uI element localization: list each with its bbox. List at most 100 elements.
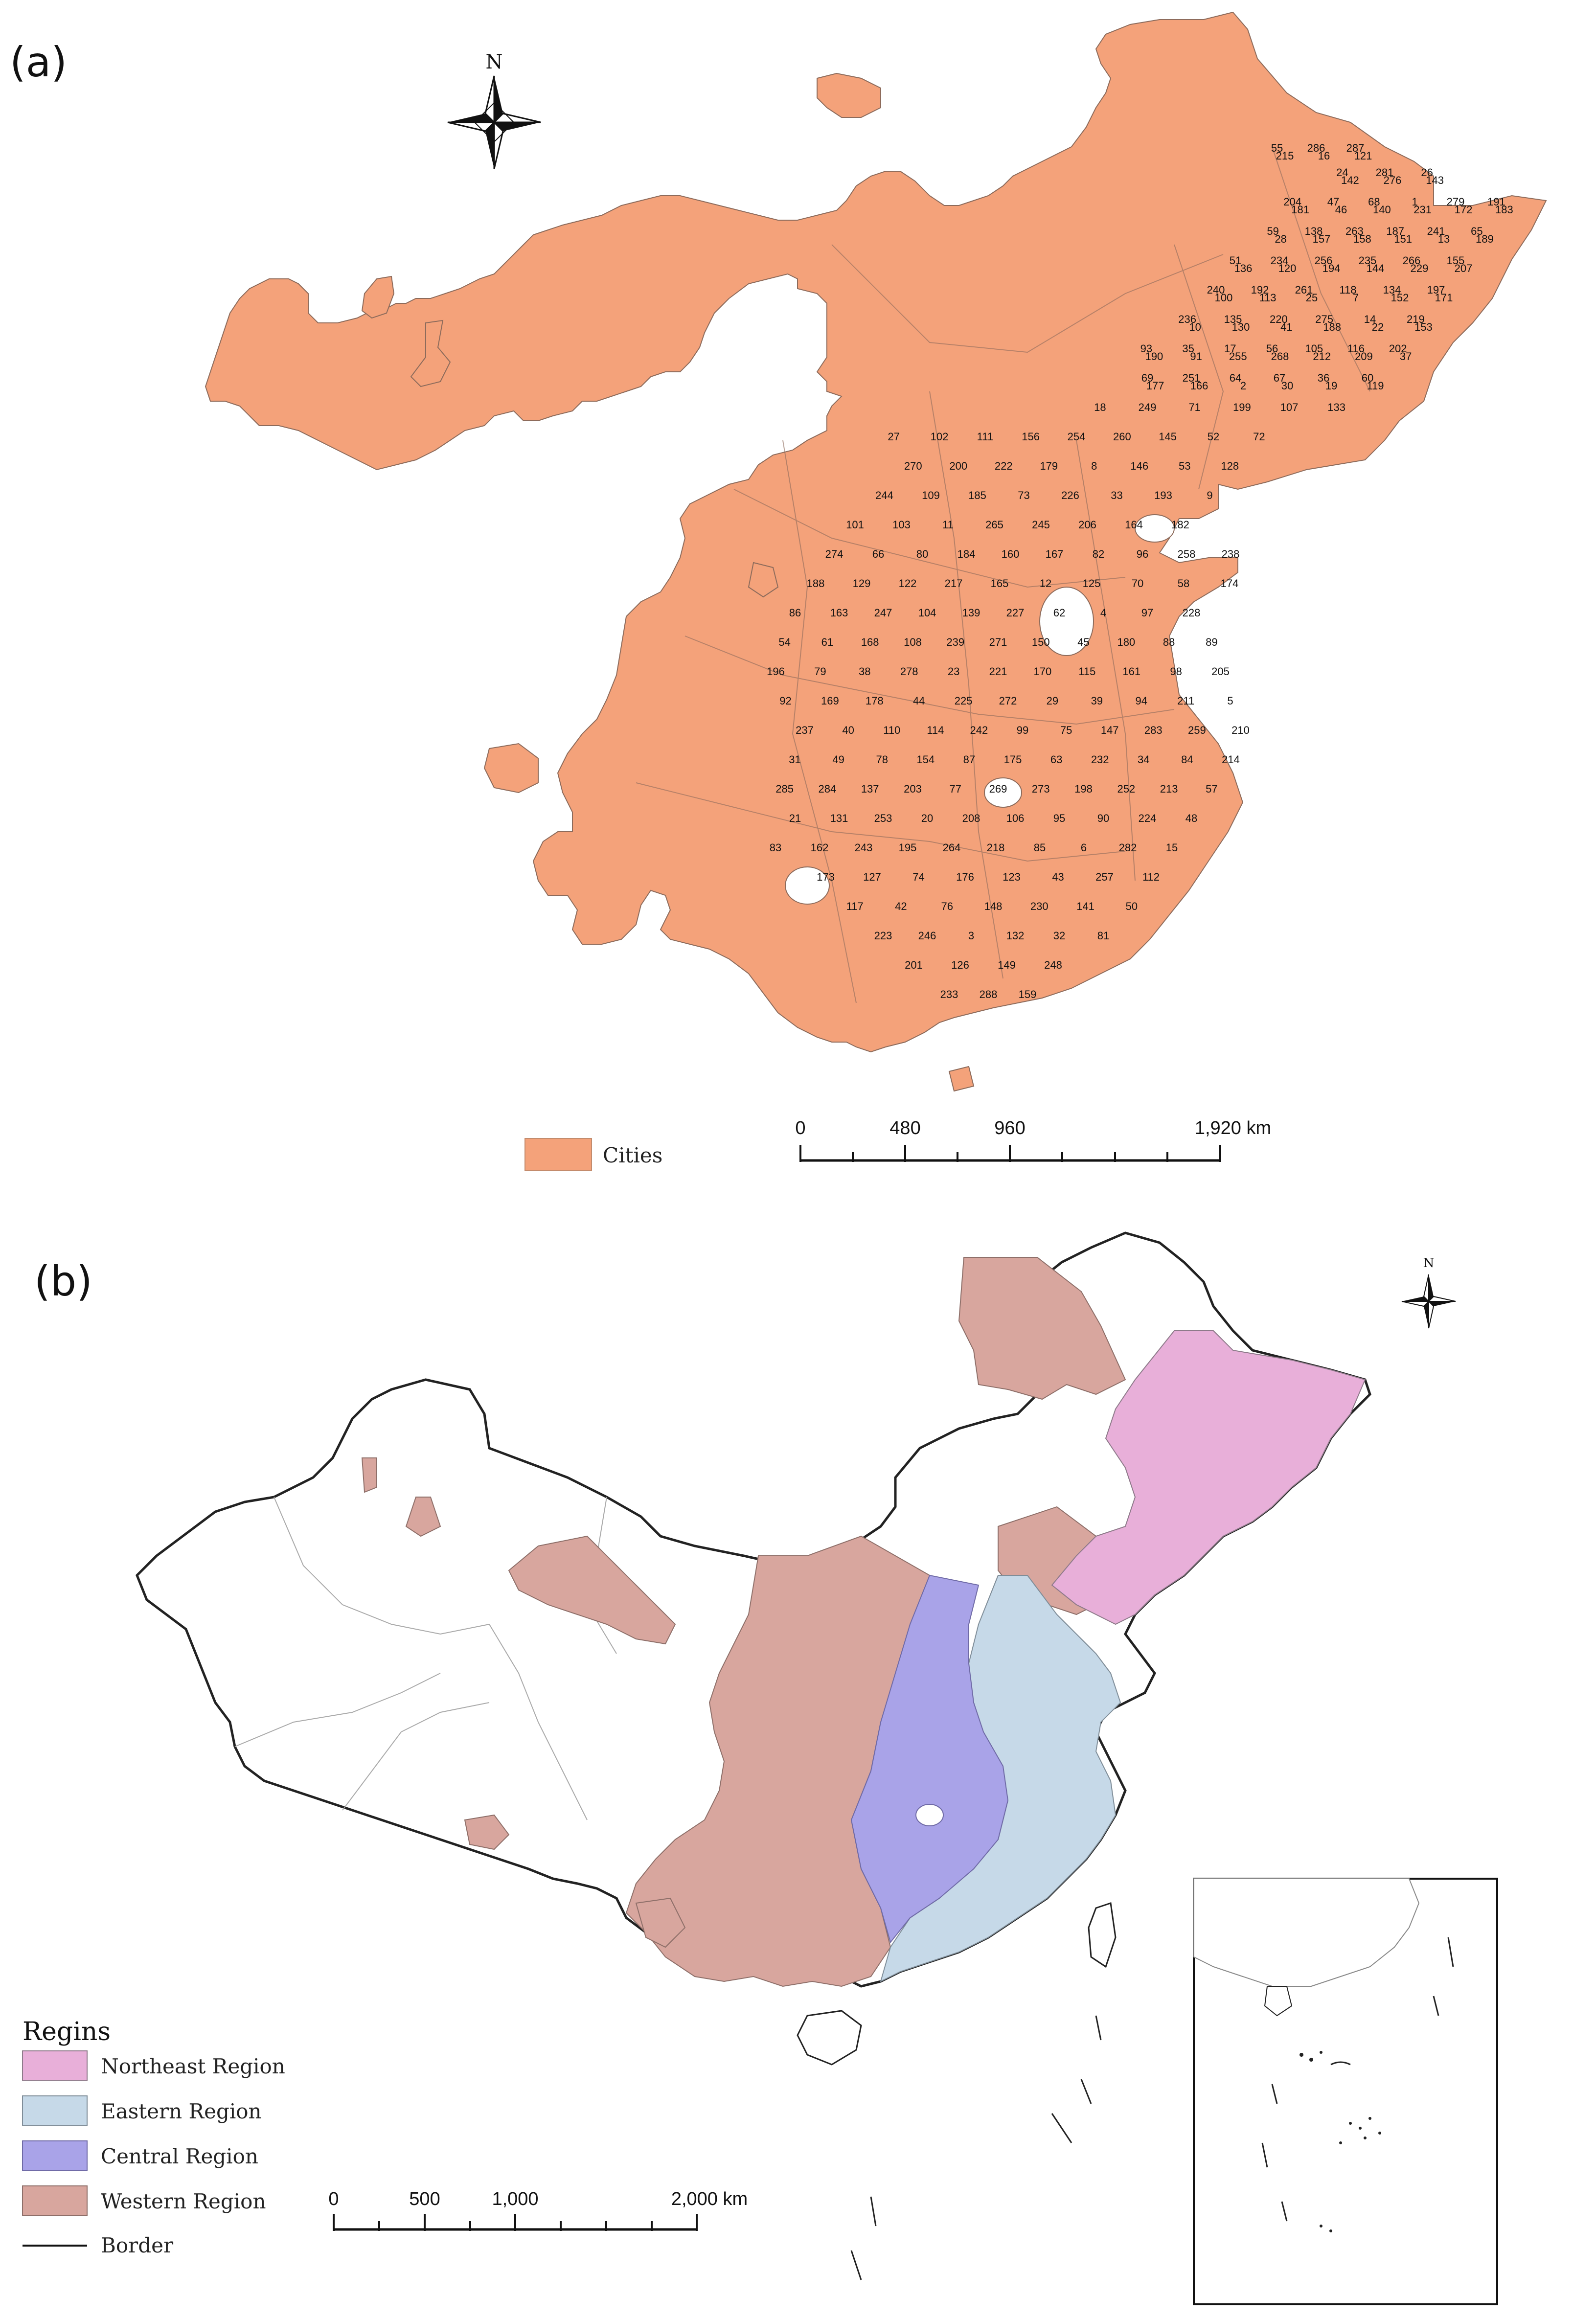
city-number-label: 233: [940, 988, 958, 1000]
city-number-label: 50: [1126, 900, 1138, 912]
city-number-label: 274: [825, 548, 844, 560]
city-number-label: 28: [1275, 233, 1286, 245]
city-number-label: 12: [1040, 577, 1051, 590]
scalebar-a: 0 480 960 1,920 km: [795, 1118, 1271, 1162]
city-number-label: 230: [1030, 900, 1049, 912]
city-number-label: 99: [1017, 724, 1028, 736]
city-number-label: 223: [874, 930, 892, 942]
city-number-label: 204: [1283, 196, 1301, 208]
city-number-label: 190: [1145, 350, 1163, 363]
city-number-label: 278: [900, 665, 918, 678]
city-number-label: 134: [1383, 284, 1401, 296]
city-number-label: 115: [1078, 665, 1095, 678]
city-number-label: 244: [875, 489, 893, 501]
city-number-label: 167: [1046, 548, 1064, 560]
city-number-label: 87: [963, 753, 975, 766]
city-number-label: 283: [1144, 724, 1163, 736]
city-number-label: 27: [888, 431, 899, 443]
city-number-label: 282: [1119, 841, 1137, 854]
city-number-label: 43: [1052, 871, 1064, 883]
city-number-label: 122: [899, 577, 917, 590]
city-number-label: 180: [1117, 636, 1135, 648]
city-number-label: 189: [1476, 233, 1494, 245]
western-region: [361, 1257, 1126, 1987]
city-number-label: 64: [1230, 372, 1241, 384]
city-number-label: 151: [1394, 233, 1412, 245]
city-number-label: 163: [830, 607, 848, 619]
city-number-label: 143: [1426, 174, 1444, 186]
city-number-label: 239: [946, 636, 964, 648]
city-number-label: 104: [918, 607, 936, 619]
panel-a-cities-map: (a) N: [10, 11, 1547, 1171]
north-arrow-b: [1401, 1274, 1456, 1329]
city-number-label: 63: [1050, 753, 1062, 766]
city-number-label: 119: [1367, 380, 1384, 392]
city-number-label: 4: [1100, 607, 1106, 619]
city-number-label: 177: [1146, 380, 1164, 392]
city-number-label: 187: [1386, 225, 1404, 237]
city-number-label: 123: [1003, 871, 1021, 883]
city-number-label: 109: [922, 489, 940, 501]
city-number-label: 165: [991, 577, 1009, 590]
city-number-label: 82: [1093, 548, 1104, 560]
city-number-label: 8: [1091, 460, 1097, 472]
city-number-label: 112: [1142, 871, 1160, 883]
legend-a: Cities: [524, 1138, 662, 1171]
city-number-label: 235: [1359, 254, 1377, 267]
city-number-label: 34: [1138, 753, 1149, 766]
city-number-label: 45: [1077, 636, 1089, 648]
north-arrow-a: [447, 75, 541, 169]
city-number-label: 101: [846, 519, 864, 531]
city-number-label: 154: [916, 753, 935, 766]
city-number-label: 1: [1412, 196, 1418, 208]
city-number-label: 155: [1447, 254, 1465, 267]
city-number-label: 113: [1259, 292, 1276, 304]
city-number-label: 194: [1322, 262, 1341, 274]
city-number-label: 21: [789, 812, 801, 824]
panel-b-label: (b): [34, 1257, 92, 1305]
city-number-label: 58: [1178, 577, 1189, 590]
city-number-label: 191: [1487, 196, 1505, 208]
city-number-label: 92: [779, 695, 791, 707]
city-number-label: 270: [904, 460, 922, 472]
city-number-label: 218: [987, 841, 1005, 854]
city-number-label: 153: [1414, 321, 1433, 333]
scalebar-a-tick-1: 480: [889, 1118, 920, 1138]
city-number-label: 78: [876, 753, 888, 766]
city-number-label: 142: [1341, 174, 1359, 186]
city-number-label: 246: [918, 930, 936, 942]
city-number-label: 201: [905, 959, 923, 971]
city-number-label: 132: [1006, 930, 1025, 942]
legend-border-label: Border: [101, 2233, 174, 2257]
city-number-label: 219: [1407, 313, 1425, 325]
city-number-label: 94: [1135, 695, 1147, 707]
city-number-label: 108: [904, 636, 922, 648]
city-number-label: 265: [985, 519, 1003, 531]
city-number-label: 62: [1053, 607, 1065, 619]
cities-islands: [361, 275, 975, 1092]
city-number-label: 263: [1345, 225, 1364, 237]
city-number-label: 172: [1455, 204, 1473, 216]
city-number-label: 261: [1295, 284, 1313, 296]
city-number-label: 209: [1355, 350, 1373, 363]
city-number-label: 88: [1163, 636, 1175, 648]
city-number-label: 67: [1274, 372, 1285, 384]
scalebar-b: 0 500 1,000 2,000 km: [328, 2189, 748, 2231]
city-number-label: 71: [1188, 401, 1200, 413]
city-number-label: 221: [989, 665, 1007, 678]
city-number-label: 228: [1183, 607, 1201, 619]
city-number-label: 48: [1186, 812, 1197, 824]
city-number-label: 23: [948, 665, 959, 678]
city-number-label: 72: [1253, 431, 1265, 443]
city-number-label: 268: [1271, 350, 1289, 363]
city-number-label: 145: [1159, 431, 1177, 443]
city-number-label: 26: [1421, 166, 1433, 179]
legend-b: Regins Northeast Region Eastern Region C…: [22, 2017, 285, 2257]
city-number-label: 74: [912, 871, 924, 883]
city-number-label: 215: [1276, 150, 1294, 162]
city-number-label: 212: [1313, 350, 1331, 363]
city-number-label: 135: [1224, 313, 1242, 325]
city-number-label: 225: [955, 695, 973, 707]
city-number-label: 44: [913, 695, 925, 707]
